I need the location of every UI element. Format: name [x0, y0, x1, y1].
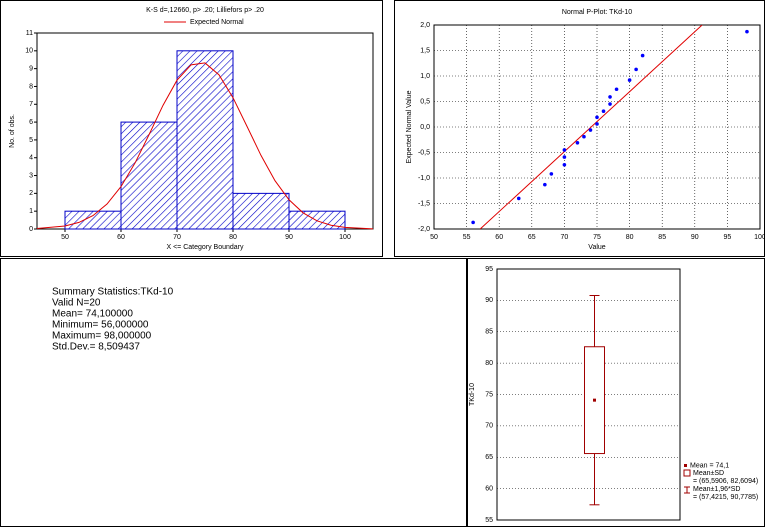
bar — [120, 121, 178, 230]
density-curve — [36, 62, 374, 230]
point — [516, 196, 521, 201]
y-tick-label: 85 — [485, 329, 493, 336]
y-tick-label: 1,0 — [420, 73, 430, 80]
y-tick-label: 9 — [29, 65, 33, 72]
y-tick-label: 8 — [29, 83, 33, 90]
mean-marker — [593, 398, 596, 402]
y-tick-label: 1,5 — [420, 47, 430, 54]
point — [549, 172, 554, 176]
y-tick-label: 90 — [485, 297, 493, 304]
y-axis-label: No. of obs. — [9, 114, 16, 148]
summary-line: Maximum= 98,000000 — [52, 331, 152, 342]
x-tick-label: 80 — [626, 234, 634, 241]
summary-line: Minimum= 56,000000 — [52, 320, 149, 331]
bar — [232, 192, 290, 230]
legend-swatch — [683, 469, 691, 477]
x-tick-label: 55 — [463, 234, 471, 241]
summary-title: Summary Statistics:TKd-10 — [52, 287, 174, 298]
point — [562, 148, 567, 152]
x-tick-label: 60 — [495, 234, 503, 241]
bar — [64, 210, 122, 230]
x-tick-label: 75 — [593, 234, 601, 241]
x-tick-label: 70 — [173, 234, 181, 241]
point — [614, 87, 619, 92]
x-tick-label: 65 — [528, 234, 536, 241]
y-tick-label: -1,0 — [418, 175, 430, 182]
point — [608, 95, 612, 99]
y-tick-label: 75 — [485, 391, 493, 398]
y-tick-label: -1,5 — [418, 200, 430, 207]
panel — [0, 258, 467, 527]
x-tick-label: 80 — [229, 234, 237, 241]
y-tick-label: 6 — [29, 119, 33, 126]
x-tick-label: 90 — [691, 234, 699, 241]
legend-label: Mean = 74,1 — [690, 462, 729, 469]
legend-label: Mean±1,96*SD — [693, 486, 740, 493]
y-tick-label: 70 — [485, 423, 493, 430]
x-tick-label: 90 — [285, 234, 293, 241]
legend-label: Expected Normal — [190, 19, 244, 26]
y-tick-label: 3 — [29, 172, 33, 179]
point — [471, 220, 475, 225]
x-tick-label: 50 — [61, 234, 69, 241]
point — [582, 134, 586, 139]
y-tick-label: -0,5 — [418, 149, 430, 156]
bar — [176, 50, 234, 230]
chart-title: K-S d=,12660, p> .20; Lilliefors p> .20 — [146, 7, 264, 14]
point — [608, 102, 612, 106]
point — [562, 155, 567, 159]
y-tick-label: 1 — [29, 208, 33, 215]
y-tick-label: 80 — [485, 360, 493, 367]
x-tick-label: 85 — [658, 234, 666, 241]
y-tick-label: 7 — [29, 101, 33, 108]
fit-line — [479, 25, 703, 229]
point — [595, 115, 599, 120]
point — [745, 29, 749, 34]
y-axis-label: TKd-10 — [469, 383, 476, 406]
x-tick-label: 50 — [430, 234, 438, 241]
summary-line: Std.Dev.= 8,509437 — [52, 342, 140, 353]
y-tick-label: 60 — [485, 485, 493, 492]
x-tick-label: 70 — [561, 234, 569, 241]
y-tick-label: 11 — [26, 30, 33, 37]
y-tick-label: 0,0 — [420, 124, 430, 131]
y-tick-label: 65 — [485, 454, 493, 461]
point — [601, 109, 606, 113]
point — [543, 182, 547, 187]
point — [640, 53, 645, 58]
y-tick-label: 55 — [485, 517, 493, 524]
x-tick-label: 100 — [339, 234, 351, 241]
legend-label: Mean±SD — [693, 470, 724, 477]
y-axis-label: Expected Normal Value — [406, 90, 413, 163]
point — [627, 78, 632, 82]
legend-label: = (65,5906, 82,6094) — [693, 478, 758, 485]
x-axis-label: X <= Category Boundary — [166, 244, 244, 251]
y-tick-label: 10 — [25, 48, 33, 55]
summary-line: Mean= 74,100000 — [52, 309, 133, 320]
legend-swatch — [684, 464, 687, 467]
point — [634, 67, 638, 72]
summary-line: Valid N=20 — [52, 298, 101, 309]
y-tick-label: -2,0 — [418, 226, 430, 233]
y-tick-label: 2,0 — [420, 22, 430, 29]
legend-swatch — [684, 486, 690, 494]
point — [595, 122, 599, 126]
chart-title: Normal P-Plot: TKd-10 — [562, 9, 632, 16]
y-tick-label: 4 — [29, 155, 33, 162]
y-tick-label: 95 — [485, 266, 493, 273]
x-tick-label: 95 — [724, 234, 732, 241]
y-tick-label: 0 — [29, 226, 33, 233]
y-tick-label: 0,5 — [420, 98, 430, 105]
x-tick-label: 60 — [117, 234, 125, 241]
point — [575, 141, 580, 145]
x-tick-label: 100 — [754, 234, 765, 241]
point — [588, 128, 593, 132]
y-tick-label: 2 — [29, 190, 33, 197]
bar — [288, 210, 346, 230]
point — [562, 162, 567, 167]
legend-label: = (57,4215, 90,7785) — [693, 494, 758, 501]
y-tick-label: 5 — [29, 137, 33, 144]
x-axis-label: Value — [588, 244, 605, 251]
